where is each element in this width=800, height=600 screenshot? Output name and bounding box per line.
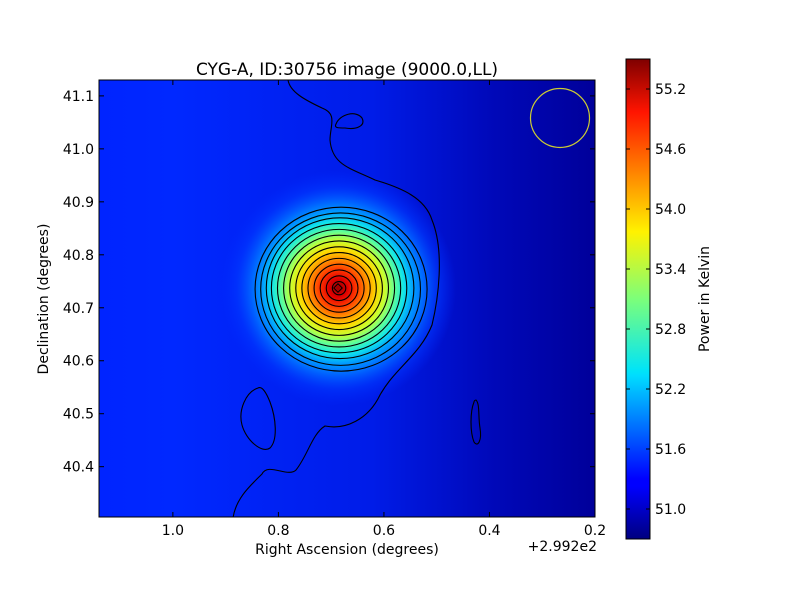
contour-ring bbox=[307, 257, 371, 319]
y-tick-label: 40.5 bbox=[63, 407, 94, 423]
contour-ring bbox=[331, 281, 347, 296]
contour-ring bbox=[313, 263, 365, 313]
beam-circle bbox=[529, 87, 591, 149]
x-tick-label: 0.6 bbox=[373, 523, 395, 539]
peak-marker bbox=[333, 283, 343, 293]
plot-area bbox=[99, 80, 595, 517]
colorbar-ticks: 51.0 51.6 52.2 52.8 53.4 54.0 54.6 55.2 bbox=[626, 82, 686, 518]
colorbar-tick-label: 52.8 bbox=[655, 322, 686, 338]
chart-title: CYG-A, ID:30756 image (9000.0,LL) bbox=[196, 60, 498, 80]
colorbar-label: Power in Kelvin bbox=[697, 246, 713, 352]
colorbar-tick-label: 54.6 bbox=[655, 142, 686, 158]
colorbar-tick-label: 54.0 bbox=[655, 202, 686, 218]
y-tick-label: 40.8 bbox=[63, 248, 94, 264]
colorbar-tick-label: 52.2 bbox=[655, 382, 686, 398]
contour-ring bbox=[276, 228, 402, 348]
x-offset-label: +2.992e2 bbox=[528, 539, 597, 555]
x-tick-label: 0.4 bbox=[478, 523, 500, 539]
colorbar-tick-label: 55.2 bbox=[655, 82, 686, 98]
contour-ring bbox=[295, 246, 383, 331]
x-tick-label: 0.8 bbox=[267, 523, 289, 539]
colorbar bbox=[625, 58, 651, 540]
y-axis-ticks: 40.4 40.5 40.6 40.7 40.8 40.9 41.0 41.1 bbox=[63, 89, 595, 476]
small-contour-loop bbox=[334, 113, 364, 130]
x-axis-ticks: 1.0 0.8 0.6 0.4 0.2 bbox=[162, 80, 606, 539]
outer-contour bbox=[232, 80, 440, 517]
contour-ring bbox=[289, 240, 390, 336]
contour-ring bbox=[254, 206, 428, 372]
contour-ring bbox=[301, 252, 377, 325]
x-tick-label: 1.0 bbox=[162, 523, 184, 539]
y-tick-label: 40.9 bbox=[63, 195, 94, 211]
lower-right-contour bbox=[470, 399, 482, 445]
contour-ring bbox=[325, 275, 353, 302]
colorbar-tick-label: 53.4 bbox=[655, 262, 686, 278]
contour-ring bbox=[260, 212, 422, 366]
contour-lines bbox=[254, 206, 428, 372]
y-tick-label: 40.6 bbox=[63, 354, 94, 370]
contour-ring bbox=[265, 217, 415, 360]
plot-frame bbox=[98, 79, 596, 518]
y-tick-label: 41.0 bbox=[63, 142, 94, 158]
lower-left-contour bbox=[240, 387, 276, 450]
y-tick-label: 40.4 bbox=[63, 460, 94, 476]
colorbar-tick-label: 51.0 bbox=[655, 502, 686, 518]
x-axis-label: Right Ascension (degrees) bbox=[255, 542, 439, 558]
y-tick-label: 40.7 bbox=[63, 301, 94, 317]
x-tick-label: 0.2 bbox=[584, 523, 606, 539]
contour-ring bbox=[319, 269, 359, 307]
source-emission bbox=[220, 170, 456, 406]
contour-ring bbox=[270, 223, 408, 354]
contour-ring bbox=[283, 234, 396, 342]
y-axis-label: Declination (degrees) bbox=[36, 224, 52, 375]
colorbar-tick-label: 51.6 bbox=[655, 442, 686, 458]
y-tick-label: 41.1 bbox=[63, 89, 94, 105]
